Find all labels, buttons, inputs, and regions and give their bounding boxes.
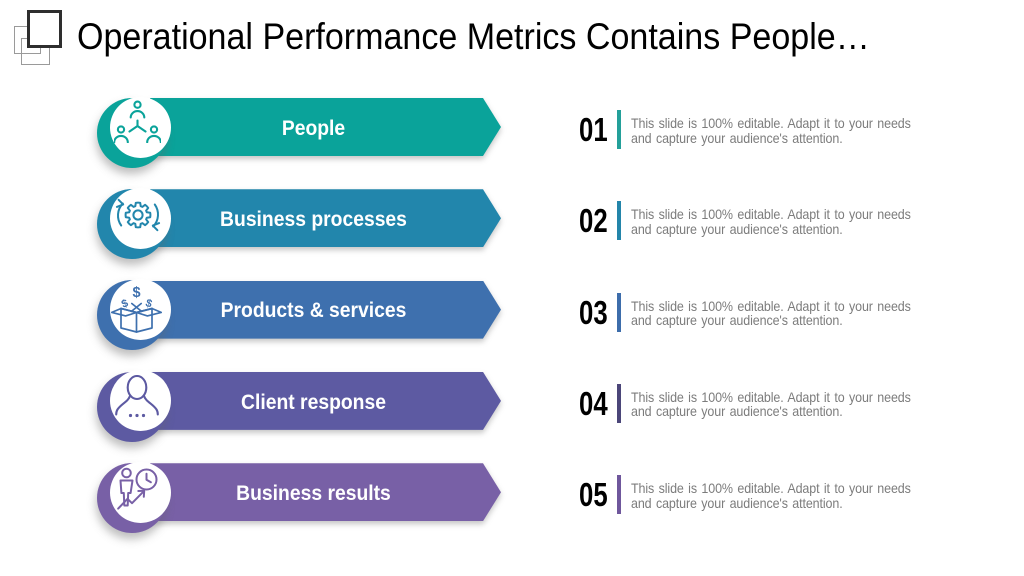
svg-text:$: $ bbox=[120, 297, 130, 310]
svg-text:$: $ bbox=[133, 285, 141, 301]
svg-text:$: $ bbox=[144, 297, 154, 310]
